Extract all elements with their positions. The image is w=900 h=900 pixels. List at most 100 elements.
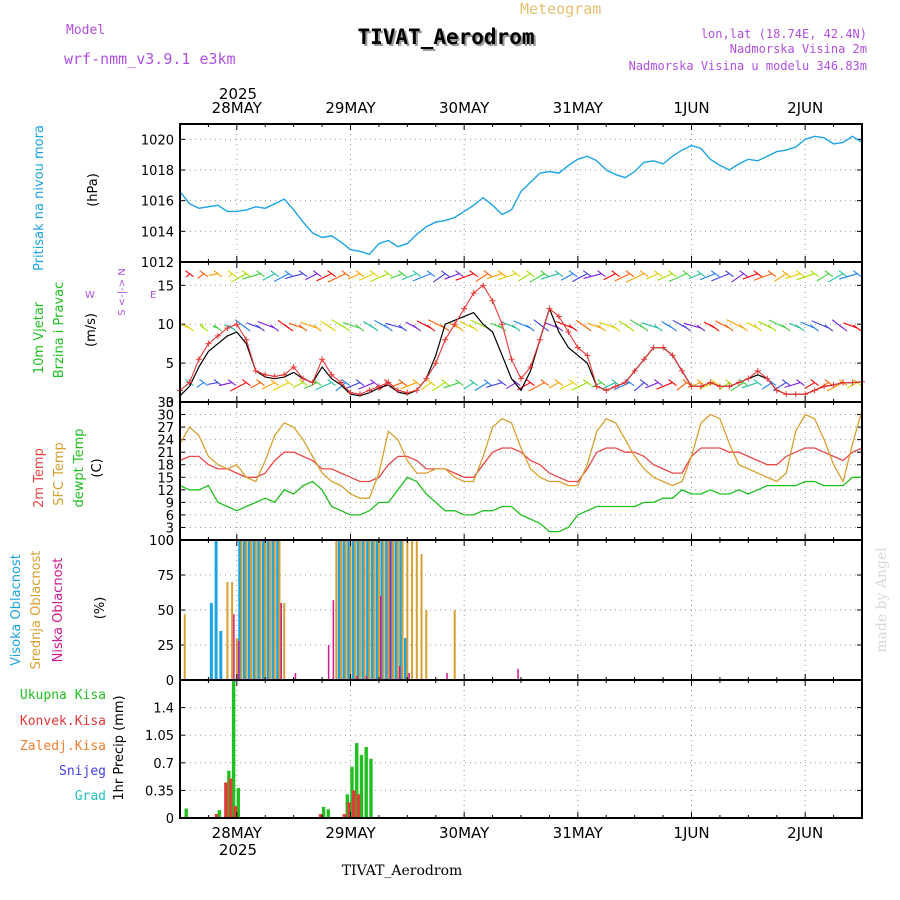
precip-legend-item: Zaledj.Kisa: [20, 739, 106, 754]
precip-legend-item: Konvek.Kisa: [20, 714, 106, 729]
wind-barb: [633, 382, 645, 392]
wind-barb-tick: [852, 270, 862, 278]
wind-barb: [498, 273, 517, 281]
wind-barb-tick: [469, 379, 478, 386]
wind-barb: [284, 273, 304, 279]
mid-cloud-bar: [415, 540, 418, 680]
high-cloud-bar: [238, 540, 242, 680]
mid-cloud-bar: [420, 554, 423, 680]
wind-barb-tick: [241, 379, 251, 386]
wind-barb: [315, 382, 332, 391]
wind-barb-tick: [654, 324, 663, 332]
wind-barb-tick: [710, 324, 720, 332]
wind-barb-tick: [540, 324, 550, 332]
total-precip-bar: [217, 810, 222, 818]
wind-barb: [816, 273, 830, 282]
cloud-ylabel-3: Niska Oblacnost: [51, 558, 66, 663]
wind-speed-marker: [669, 352, 676, 359]
wind-barb-tick: [426, 324, 436, 332]
wind-barb-tick: [639, 270, 649, 278]
wind-speed-marker: [394, 387, 401, 394]
wind-barb-tick: [568, 324, 578, 332]
total-precip-bar: [326, 809, 331, 818]
wind-barb: [432, 273, 446, 283]
wind-barb-tick: [511, 270, 521, 278]
high-cloud-bar: [243, 540, 247, 680]
y-tick-label: 5: [166, 357, 174, 372]
wind-barb-tick: [440, 324, 450, 332]
high-cloud-bar: [375, 540, 379, 680]
wind-speed-marker: [612, 383, 619, 390]
wind-barb: [357, 382, 375, 390]
wind-barb-tick: [810, 379, 819, 386]
y-tick-label: 0.35: [145, 784, 174, 799]
mid-cloud-bar: [183, 614, 186, 680]
total-precip-bar: [184, 808, 188, 818]
wind-barb: [726, 319, 744, 329]
wind-barb-tick: [781, 270, 791, 278]
cloud-ylabel-2: Srednja Oblacnost: [29, 551, 44, 670]
wind-speed-marker: [726, 383, 733, 390]
high-cloud-bar: [380, 540, 384, 680]
high-cloud-bar: [366, 540, 370, 680]
wind-speed-marker: [442, 336, 449, 343]
wind-barb-tick: [597, 270, 606, 278]
mid-cloud-bar: [406, 540, 409, 680]
wind-barb: [826, 382, 844, 392]
top-time-labels: 28MAY 29MAY 30MAY 31MAY 1JUN 2JUN: [212, 99, 824, 117]
wind-barb: [730, 382, 744, 392]
wind-ylabel-2: Brzina i Pravac: [52, 282, 67, 379]
wind-barb: [207, 382, 218, 385]
wind-barb: [401, 273, 418, 281]
wind-barb-tick: [313, 270, 322, 278]
pressure-ylabel: Pritisak na nivou mora: [32, 125, 47, 271]
wind-barb-tick: [341, 379, 351, 386]
wind-speed-marker: [536, 336, 543, 343]
total-precip-bar: [364, 747, 368, 818]
temp-2m-line: [179, 447, 863, 483]
y-tick-label: 1018: [141, 164, 174, 179]
wind-barb: [785, 273, 801, 279]
mid-cloud-bar: [382, 540, 385, 680]
wind-barb-tick: [753, 324, 763, 332]
high-cloud-bar: [261, 540, 265, 680]
wind-speed-marker: [631, 367, 638, 374]
wind-barb-tick: [241, 324, 251, 332]
wind-barb-tick: [455, 324, 464, 332]
top-time-label: 28MAY: [212, 99, 263, 117]
wind-barb: [196, 382, 204, 388]
low-cloud-bar: [408, 673, 410, 680]
wind-speed-marker: [432, 360, 439, 367]
wind-barb-tick: [426, 270, 436, 278]
low-cloud-bar: [389, 540, 391, 680]
high-cloud-bar: [219, 631, 223, 680]
temp-ylabel-2: SFC Temp: [52, 442, 67, 506]
wind-barb-tick: [398, 379, 407, 386]
wind-speed-marker: [527, 364, 534, 370]
wind-barb: [603, 273, 616, 281]
wind-barb-tick: [526, 379, 535, 386]
mid-cloud-bar: [340, 540, 343, 680]
high-cloud-bar: [214, 540, 218, 680]
wind-barb-tick: [796, 324, 805, 332]
wind-speed-marker: [423, 375, 430, 382]
wind-speed-marker: [470, 290, 477, 297]
wind-speed-marker: [508, 356, 515, 363]
wind-barb: [474, 382, 489, 391]
wind-barb: [230, 382, 247, 392]
high-cloud-bar: [351, 540, 355, 680]
conv-precip-bar: [233, 806, 238, 818]
y-tick-label: 27: [157, 421, 174, 436]
mid-cloud-bar: [254, 540, 257, 680]
wind-barb-tick: [369, 379, 379, 386]
wind-speed-marker: [413, 387, 420, 394]
wind-speed-marker: [290, 364, 297, 370]
low-cloud-bar: [327, 645, 330, 680]
wind-barb: [455, 273, 474, 281]
total-precip-bar: [231, 680, 236, 818]
wind-speed-marker: [849, 379, 856, 386]
wind-barb-tick: [440, 379, 450, 386]
wind-barb-tick: [398, 270, 407, 278]
wind-barb-tick: [298, 270, 308, 278]
wind-barb-tick: [625, 324, 635, 332]
